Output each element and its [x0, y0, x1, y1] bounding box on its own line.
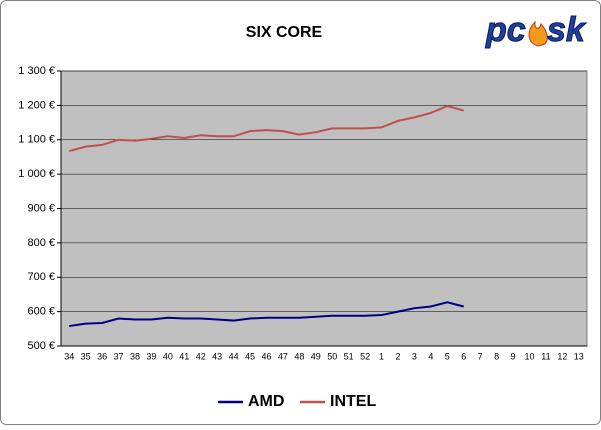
x-tick-label: 37 [114, 351, 124, 361]
x-tick-label: 12 [557, 351, 567, 361]
x-tick-label: 50 [327, 351, 337, 361]
x-tick-label: 1 [379, 351, 384, 361]
x-tick-label: 47 [278, 351, 288, 361]
x-tick-label: 2 [395, 351, 400, 361]
x-tick-label: 46 [261, 351, 271, 361]
legend-label: INTEL [330, 393, 376, 410]
x-tick-label: 10 [524, 351, 534, 361]
x-tick-label: 52 [360, 351, 370, 361]
chart-title: SIX CORE [246, 24, 323, 41]
x-tick-label: 48 [294, 351, 304, 361]
x-tick-label: 5 [445, 351, 450, 361]
logo-flame [528, 20, 548, 47]
x-tick-label: 41 [179, 351, 189, 361]
data-line [69, 301, 464, 328]
x-tick-label: 3 [412, 351, 417, 361]
logo-right: sk [547, 11, 587, 49]
y-tick-label: 900 € [27, 202, 55, 214]
x-tick-label: 45 [245, 351, 255, 361]
x-tick-label: 9 [511, 351, 516, 361]
x-tick-label: 4 [428, 351, 433, 361]
x-tick-label: 35 [81, 351, 91, 361]
y-tick-label: 1 100 € [18, 134, 55, 146]
x-tick-label: 44 [229, 351, 239, 361]
x-tick-label: 36 [97, 351, 107, 361]
x-tick-label: 39 [146, 351, 156, 361]
data-line [68, 105, 464, 153]
x-tick-label: 42 [196, 351, 206, 361]
y-tick-label: 800 € [27, 237, 55, 249]
y-tick-label: 500 € [27, 340, 55, 352]
x-tick-label: 7 [478, 351, 483, 361]
x-tick-label: 49 [311, 351, 321, 361]
y-tick-label: 600 € [27, 306, 55, 318]
x-tick-label: 40 [163, 351, 173, 361]
x-tick-label: 13 [574, 351, 584, 361]
x-tick-label: 34 [64, 351, 74, 361]
x-tick-label: 51 [344, 351, 354, 361]
y-tick-label: 1 000 € [18, 168, 55, 180]
x-tick-label: 38 [130, 351, 140, 361]
legend-label: AMD [248, 393, 284, 410]
y-tick-label: 700 € [27, 271, 55, 283]
x-tick-label: 43 [212, 351, 222, 361]
logo-left: pc [485, 11, 526, 49]
y-tick-label: 1 200 € [18, 99, 55, 111]
logo: pc sk [485, 10, 588, 49]
x-tick-label: 6 [461, 351, 466, 361]
x-tick-label: 8 [494, 351, 499, 361]
x-tick-label: 11 [541, 351, 550, 361]
y-tick-label: 1 300 € [18, 65, 55, 77]
